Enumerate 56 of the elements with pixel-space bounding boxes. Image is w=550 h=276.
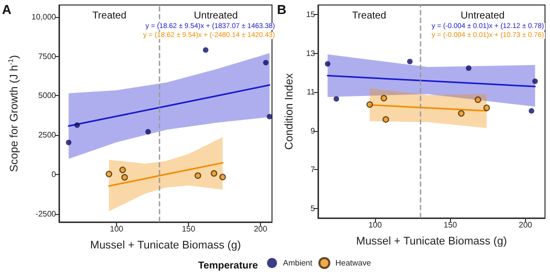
x-axis-title: Mussel + Tunicate Biomass (g) (90, 240, 241, 252)
point (334, 96, 340, 102)
point (219, 174, 226, 180)
point (382, 116, 390, 123)
point (194, 172, 202, 179)
y-axis-title: Condition Index (284, 72, 296, 150)
point (74, 122, 80, 128)
point (66, 140, 72, 146)
point (366, 101, 373, 108)
point (119, 166, 126, 174)
point (407, 58, 413, 64)
y-tick-label: -2500 (36, 210, 57, 219)
point (466, 65, 472, 71)
legend-label: Heatwave (335, 258, 372, 268)
legend-label: Ambient (283, 258, 314, 268)
y-tick-label: 0 (52, 170, 57, 180)
point (380, 94, 388, 102)
x-tick-label: 100 (368, 220, 382, 230)
line-series (108, 162, 224, 187)
legend-title: Temperature (198, 260, 258, 272)
chart-title: B (277, 2, 286, 17)
point (106, 170, 112, 178)
x-tick-label: 200 (518, 220, 533, 230)
x-axis-title: Mussel + Tunicate Biomass (g) (356, 236, 507, 248)
y-tick-label: 10,000 (32, 12, 57, 22)
y-tick-label: 7500 (38, 52, 57, 61)
y-tick-label: 9 (310, 126, 316, 136)
x-tick-label: 100 (110, 224, 124, 234)
point (528, 108, 534, 114)
y-tick-label: 7 (310, 165, 316, 174)
line-series (68, 84, 270, 127)
x-tick-label: 150 (182, 224, 196, 234)
point (145, 128, 151, 134)
point (121, 174, 128, 181)
y-tick-label: 15 (306, 10, 316, 20)
point (458, 110, 465, 117)
annotation: Treated (352, 10, 386, 22)
point (532, 78, 538, 84)
x-tick-label: 150 (444, 220, 458, 230)
point (202, 47, 208, 53)
y-tick-label: 5 (310, 204, 316, 213)
point (483, 104, 490, 112)
x-tick-label: 200 (254, 224, 268, 234)
point (266, 114, 272, 120)
point (474, 96, 482, 103)
point (324, 61, 330, 67)
y-tick-label: 13 (306, 48, 316, 58)
y-tick-label: 11 (306, 88, 316, 97)
point (263, 60, 269, 66)
annotation: Treated (92, 10, 126, 22)
y-tick-label: 2500 (38, 130, 57, 140)
y-tick-label: 5000 (38, 91, 57, 100)
annotation: Untreated (460, 10, 505, 22)
annotation: Untreated (194, 10, 238, 22)
chart-title: A (2, 2, 12, 17)
point (210, 170, 218, 177)
